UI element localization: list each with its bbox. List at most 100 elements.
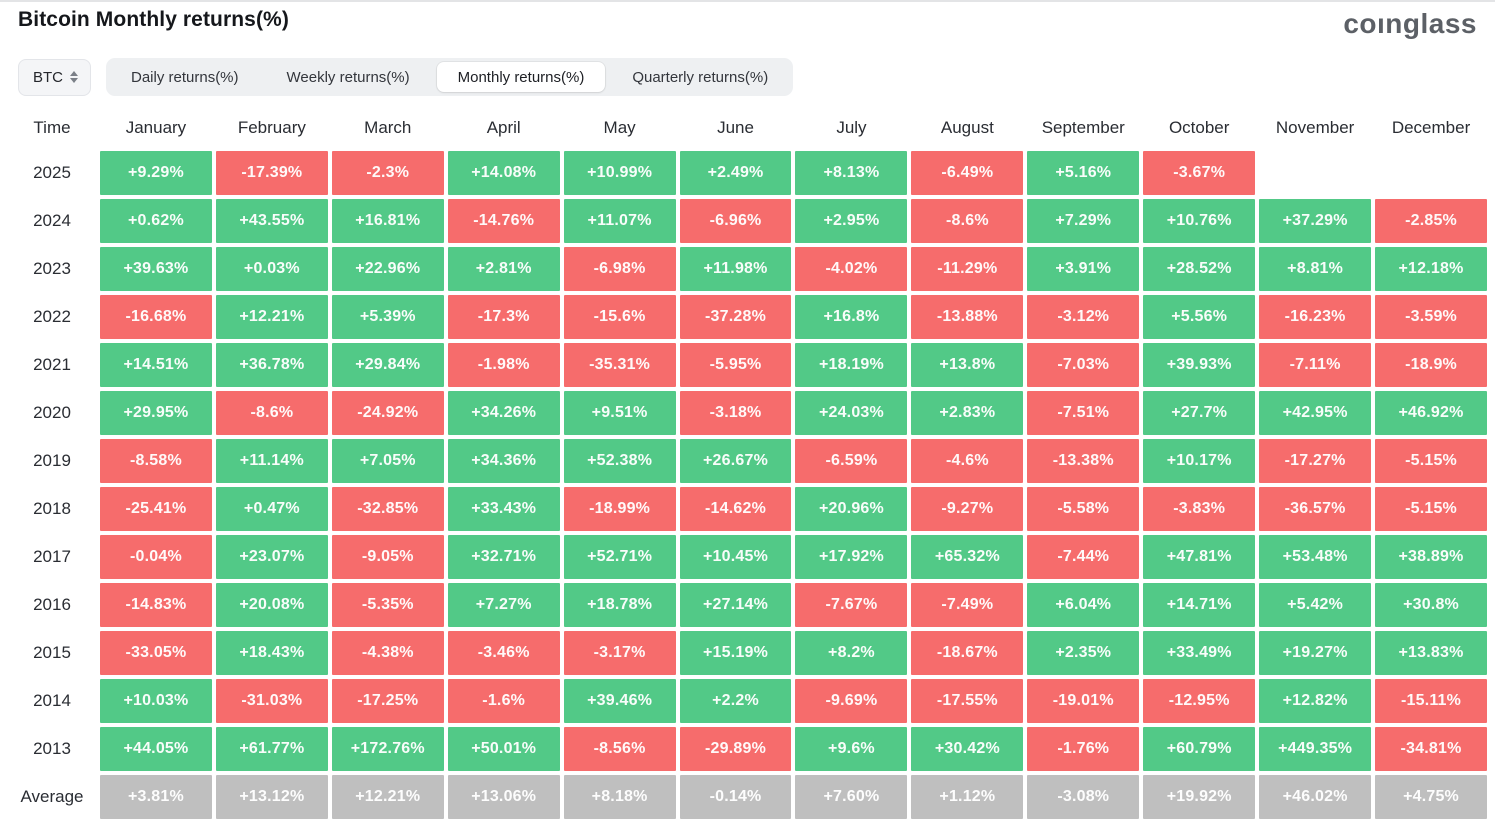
column-header-january: January [100, 109, 212, 147]
column-header-june: June [679, 109, 792, 147]
average-cell: +7.60% [795, 775, 908, 819]
return-cell: +37.29% [1259, 199, 1372, 243]
average-cell: +1.12% [911, 775, 1024, 819]
tab-monthly[interactable]: Monthly returns(%) [436, 62, 606, 92]
return-cell: -4.02% [795, 247, 908, 291]
return-cell: +53.48% [1259, 535, 1372, 579]
return-cell: +20.96% [795, 487, 908, 531]
return-cell: +6.04% [1027, 583, 1140, 627]
return-cell: +7.29% [1027, 199, 1140, 243]
return-cell: +2.81% [447, 247, 560, 291]
return-cell: +8.81% [1259, 247, 1372, 291]
return-cell: +2.83% [911, 391, 1024, 435]
return-cell: +23.07% [215, 535, 328, 579]
row-label-year: 2021 [8, 343, 96, 387]
return-cell: +5.39% [331, 295, 444, 339]
return-cell: +5.16% [1027, 151, 1140, 195]
row-label-year: 2018 [8, 487, 96, 531]
column-header-march: March [331, 109, 444, 147]
return-cell: -18.9% [1375, 343, 1487, 387]
return-cell: -16.23% [1259, 295, 1372, 339]
return-cell: +10.17% [1143, 439, 1256, 483]
return-cell: -14.62% [679, 487, 792, 531]
column-header-september: September [1027, 109, 1140, 147]
return-cell: +12.21% [215, 295, 328, 339]
return-cell: +61.77% [215, 727, 328, 771]
return-cell: +12.18% [1375, 247, 1487, 291]
return-cell: +52.38% [563, 439, 676, 483]
return-cell: +36.78% [215, 343, 328, 387]
column-header-december: December [1375, 109, 1487, 147]
return-cell: +2.49% [679, 151, 792, 195]
return-cell: -4.6% [911, 439, 1024, 483]
controls-row: BTC Daily returns(%) Weekly returns(%) Mon… [18, 58, 1495, 96]
return-cell: +33.43% [447, 487, 560, 531]
return-cell: +29.84% [331, 343, 444, 387]
symbol-select[interactable]: BTC [18, 58, 91, 96]
return-cell: +10.76% [1143, 199, 1256, 243]
column-header-august: August [911, 109, 1024, 147]
column-header-october: October [1143, 109, 1256, 147]
return-cell: -14.76% [447, 199, 560, 243]
average-cell: -3.08% [1027, 775, 1140, 819]
return-cell: -6.59% [795, 439, 908, 483]
return-cell: +24.03% [795, 391, 908, 435]
return-cell: -8.58% [100, 439, 212, 483]
return-cell: +2.35% [1027, 631, 1140, 675]
return-cell: +39.63% [100, 247, 212, 291]
coinglass-logo: coınglass [1343, 8, 1477, 39]
return-cell: -9.27% [911, 487, 1024, 531]
return-cell: +15.19% [679, 631, 792, 675]
return-cell: +13.83% [1375, 631, 1487, 675]
return-cell: +18.43% [215, 631, 328, 675]
return-cell: -33.05% [100, 631, 212, 675]
row-label-year: 2016 [8, 583, 96, 627]
return-cell: -1.6% [447, 679, 560, 723]
return-cell: +30.42% [911, 727, 1024, 771]
row-label-year: 2022 [8, 295, 96, 339]
row-label-year: 2014 [8, 679, 96, 723]
empty-cell [1375, 151, 1487, 195]
return-cell: +46.92% [1375, 391, 1487, 435]
row-label-year: 2013 [8, 727, 96, 771]
return-cell: -7.49% [911, 583, 1024, 627]
return-cell: -3.18% [679, 391, 792, 435]
topbar: Bitcoin Monthly returns(%) coınglass [0, 2, 1495, 50]
return-cell: +9.51% [563, 391, 676, 435]
return-cell: +7.05% [331, 439, 444, 483]
return-cell: +5.56% [1143, 295, 1256, 339]
return-cell: +14.71% [1143, 583, 1256, 627]
return-cell: +0.47% [215, 487, 328, 531]
return-cell: -19.01% [1027, 679, 1140, 723]
return-cell: +39.46% [563, 679, 676, 723]
return-cell: -7.51% [1027, 391, 1140, 435]
return-cell: +52.71% [563, 535, 676, 579]
return-cell: +16.81% [331, 199, 444, 243]
return-cell: +2.95% [795, 199, 908, 243]
return-cell: -6.98% [563, 247, 676, 291]
return-cell: -12.95% [1143, 679, 1256, 723]
select-updown-icon [70, 71, 78, 83]
return-cell: -32.85% [331, 487, 444, 531]
return-cell: -13.88% [911, 295, 1024, 339]
return-cell: +10.99% [563, 151, 676, 195]
return-cell: -17.27% [1259, 439, 1372, 483]
return-cell: -31.03% [215, 679, 328, 723]
average-cell: +4.75% [1375, 775, 1487, 819]
return-cell: +449.35% [1259, 727, 1372, 771]
return-cell: -13.38% [1027, 439, 1140, 483]
return-cell: +33.49% [1143, 631, 1256, 675]
tab-quarterly[interactable]: Quarterly returns(%) [611, 62, 789, 92]
return-cell: +9.6% [795, 727, 908, 771]
symbol-select-value: BTC [33, 68, 63, 86]
return-cell: -15.11% [1375, 679, 1487, 723]
tab-weekly[interactable]: Weekly returns(%) [266, 62, 431, 92]
tab-daily[interactable]: Daily returns(%) [110, 62, 260, 92]
return-cell: -18.67% [911, 631, 1024, 675]
return-cell: +32.71% [447, 535, 560, 579]
return-cell: -3.46% [447, 631, 560, 675]
return-cell: -16.68% [100, 295, 212, 339]
column-header-april: April [447, 109, 560, 147]
return-cell: +9.29% [100, 151, 212, 195]
column-header-time: Time [8, 109, 96, 147]
